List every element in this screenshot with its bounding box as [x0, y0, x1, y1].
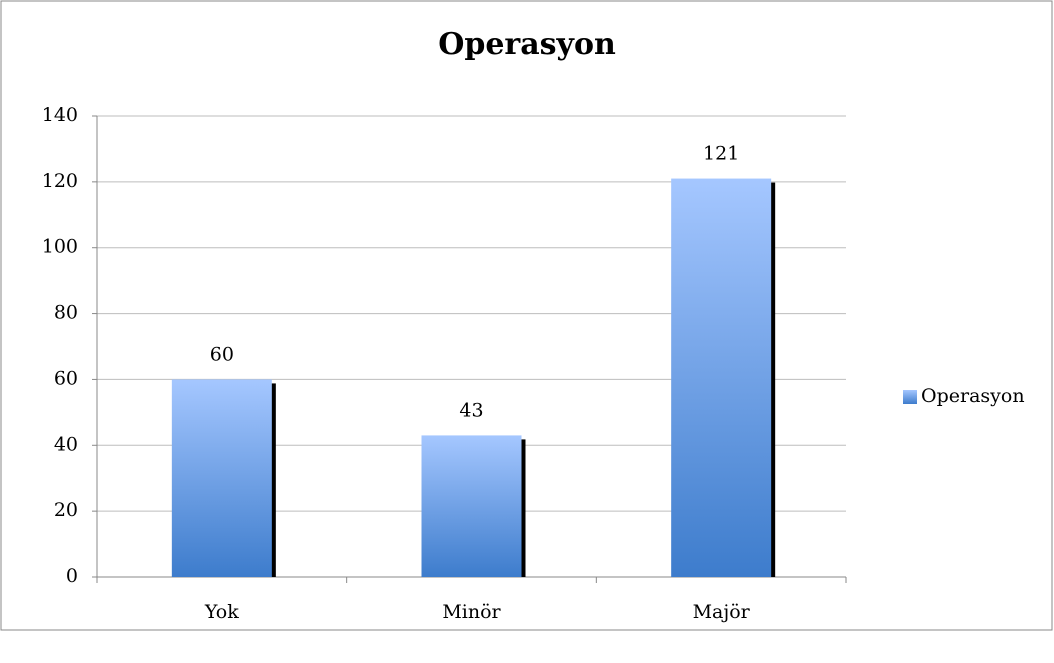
y-tick-label: 140 — [42, 104, 78, 126]
x-tick-label: Majör — [693, 601, 751, 623]
y-tick-label: 60 — [54, 367, 78, 389]
y-tick-label: 100 — [42, 236, 78, 258]
data-label: 43 — [459, 399, 483, 421]
bar — [671, 178, 772, 578]
x-tick-label: Yok — [204, 601, 239, 623]
chart-frame — [0, 0, 1053, 631]
chart-title: Operasyon — [438, 27, 616, 62]
data-label: 121 — [703, 143, 739, 165]
bar — [171, 379, 272, 577]
y-tick-label: 20 — [54, 499, 78, 521]
data-label: 60 — [210, 343, 234, 365]
y-tick-label: 120 — [42, 170, 78, 192]
legend-label: Operasyon — [921, 385, 1025, 407]
legend-swatch — [903, 390, 917, 404]
y-tick-label: 0 — [66, 565, 78, 587]
x-tick-label: Minör — [442, 601, 501, 623]
bar — [421, 435, 522, 577]
y-tick-label: 80 — [54, 302, 78, 324]
y-tick-label: 40 — [54, 433, 78, 455]
